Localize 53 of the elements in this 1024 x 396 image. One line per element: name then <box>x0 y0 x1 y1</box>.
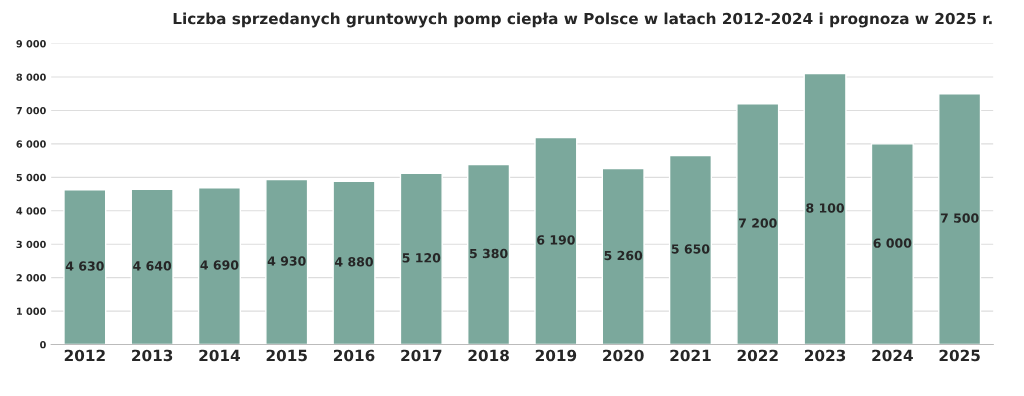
x-tick-label: 2012 <box>64 349 105 362</box>
bar <box>332 180 376 345</box>
y-tick-label: 5 000 <box>16 173 46 182</box>
data-label: 5 650 <box>671 244 710 254</box>
data-label: 5 380 <box>469 248 508 259</box>
y-tick-label: 3 000 <box>16 240 46 249</box>
x-tick-label: 2014 <box>199 349 240 362</box>
x-tick-label: 2013 <box>132 349 173 362</box>
bar <box>534 136 578 345</box>
data-label: 8 100 <box>806 203 845 213</box>
bar <box>265 178 309 345</box>
y-tick-label: 4 000 <box>16 207 46 215</box>
x-tick-label: 2015 <box>266 349 307 362</box>
bar <box>399 172 443 345</box>
data-label: 7 500 <box>940 213 979 223</box>
data-label: 5 260 <box>604 250 643 261</box>
data-label: 4 930 <box>267 256 306 266</box>
bar <box>467 163 511 345</box>
bar <box>601 167 645 345</box>
x-tick-label: 2020 <box>603 349 644 362</box>
bar <box>736 103 780 345</box>
data-label: 6 190 <box>537 235 575 245</box>
x-tick-label: 2022 <box>737 349 778 362</box>
data-label: 4 880 <box>335 257 373 267</box>
bar <box>130 188 174 345</box>
x-tick-label: 2025 <box>939 349 980 362</box>
bar <box>870 143 914 345</box>
chart-title: Liczba sprzedanych gruntowych pomp ciepła w Polsce w latach 2012-2024 i prognoza w 2025 r. <box>173 12 992 28</box>
y-tick-label: 9 000 <box>16 40 46 48</box>
bar <box>63 188 107 345</box>
data-label: 4 690 <box>200 260 239 270</box>
x-tick-label: 2024 <box>872 349 913 362</box>
y-tick-label: 1 000 <box>16 307 46 315</box>
y-tick-label: 8 000 <box>16 73 46 81</box>
y-tick-label: 7 000 <box>16 106 46 115</box>
data-label: 7 200 <box>739 218 777 228</box>
bar <box>668 154 713 345</box>
data-label: 6 000 <box>873 238 912 248</box>
bar <box>938 93 982 345</box>
y-tick-label: 6 000 <box>16 140 46 148</box>
x-tick-label: 2021 <box>670 349 711 362</box>
x-tick-label: 2017 <box>401 349 442 362</box>
data-label: 4 640 <box>133 261 172 271</box>
bar <box>197 186 241 345</box>
data-label: 5 120 <box>402 253 441 263</box>
x-tick-label: 2016 <box>333 349 375 362</box>
x-tick-label: 2023 <box>805 349 846 362</box>
y-tick-label: 2 000 <box>16 274 46 282</box>
x-tick-label: 2019 <box>535 349 577 362</box>
y-tick-label: 0 <box>40 341 46 349</box>
data-label: 4 630 <box>65 261 104 271</box>
bar <box>803 72 847 345</box>
x-tick-label: 2018 <box>468 349 509 362</box>
